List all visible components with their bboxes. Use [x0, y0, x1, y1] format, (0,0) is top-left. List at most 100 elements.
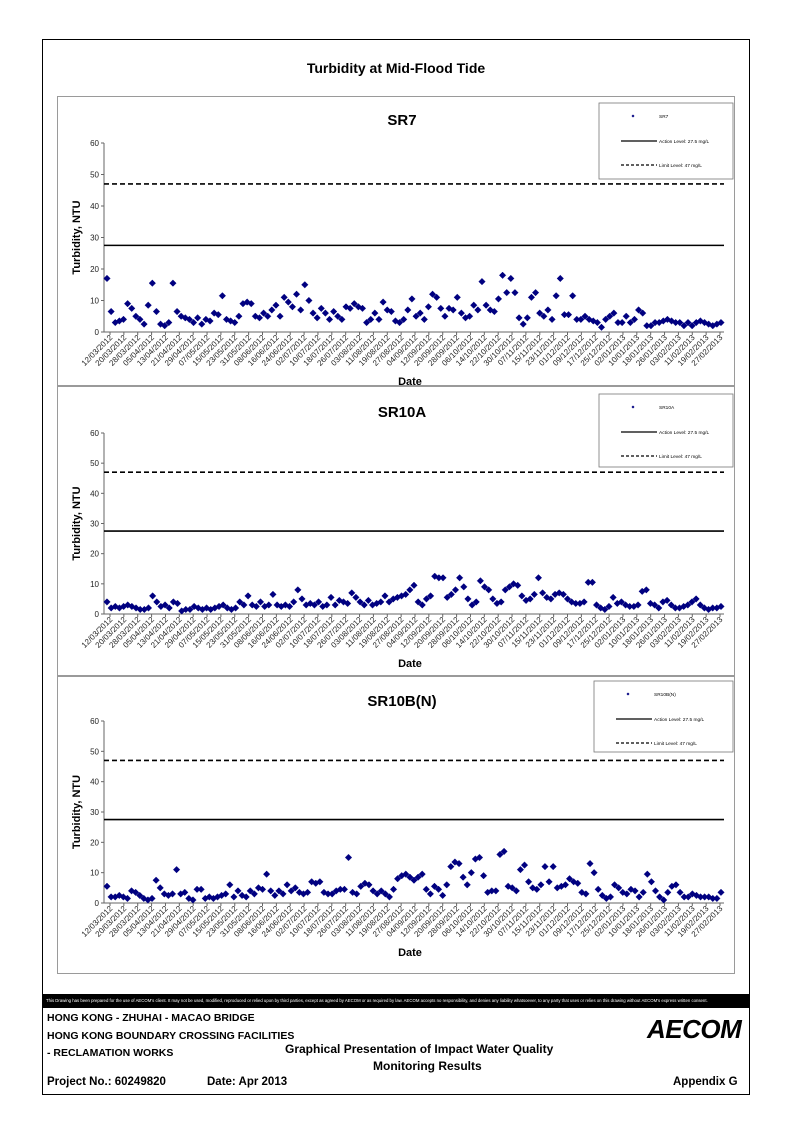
data-point — [594, 885, 602, 893]
data-point — [381, 592, 389, 600]
data-point — [713, 894, 721, 903]
y-tick-label: 0 — [95, 610, 100, 619]
data-point — [568, 598, 576, 606]
data-point — [291, 884, 299, 892]
data-point — [223, 604, 231, 612]
data-point — [276, 312, 284, 320]
project-line-1: HONG KONG - ZHUHAI - MACAO BRIDGE — [47, 1012, 255, 1024]
data-point — [313, 314, 321, 322]
x-axis-label: Date — [398, 658, 422, 670]
data-point — [408, 295, 416, 303]
data-point — [615, 884, 623, 892]
data-point — [264, 312, 272, 320]
data-point — [606, 893, 615, 901]
data-point — [280, 293, 288, 301]
data-point — [547, 595, 555, 603]
data-point — [194, 314, 202, 322]
legend-label: Action Level: 27.5 mg/L — [659, 139, 709, 145]
data-point — [515, 314, 523, 322]
data-point — [508, 884, 516, 892]
chart-title: SR10A — [378, 404, 427, 421]
legend-label: Action Level: 27.5 mg/L — [654, 717, 704, 723]
legend-marker — [626, 692, 630, 696]
data-point — [255, 314, 264, 322]
data-point — [242, 893, 250, 901]
data-point — [618, 318, 626, 327]
data-point — [348, 589, 356, 597]
data-point — [238, 891, 246, 899]
data-point — [247, 300, 255, 308]
data-point — [447, 863, 455, 871]
data-point — [609, 593, 617, 601]
data-point — [371, 309, 379, 317]
chart-panel-sr7: SR7 0 10 20 30 40 50 60 Turbidity, NTU 12/03/2012… — [57, 96, 735, 387]
y-tick-label: 30 — [90, 808, 99, 817]
data-point — [309, 309, 317, 317]
data-point — [507, 274, 515, 283]
data-point — [509, 580, 518, 588]
data-point — [412, 312, 420, 320]
data-point — [570, 878, 578, 886]
data-point — [610, 309, 618, 317]
data-point — [214, 311, 222, 319]
y-axis-label: Turbidity, NTU — [71, 486, 83, 560]
y-tick-label: 50 — [90, 459, 99, 468]
data-point — [402, 590, 410, 598]
data-point — [514, 581, 522, 589]
legend-label: Limit Level: 47 mg/L — [659, 454, 702, 460]
data-point — [320, 888, 328, 896]
data-point — [279, 890, 287, 898]
data-point — [635, 306, 643, 314]
data-point — [580, 598, 588, 606]
chart-panel-sr10a: SR10A 0 10 20 30 40 50 60 Turbidity, NTU 12/03/20… — [57, 386, 735, 676]
data-point — [119, 315, 128, 323]
legend-label: SR7 — [659, 114, 669, 120]
data-point — [656, 893, 664, 901]
data-point — [360, 601, 368, 609]
data-point — [132, 604, 140, 612]
data-point — [496, 850, 504, 859]
data-point — [610, 881, 619, 889]
data-point — [414, 598, 422, 606]
data-point — [168, 890, 177, 898]
data-point — [476, 577, 484, 585]
data-point — [428, 290, 437, 298]
data-point — [688, 322, 696, 330]
data-point — [434, 885, 443, 893]
data-point — [363, 318, 371, 327]
data-point — [410, 581, 418, 589]
data-point — [190, 602, 198, 611]
data-point — [395, 318, 404, 327]
data-point — [466, 312, 474, 320]
data-point — [684, 601, 692, 609]
data-point — [480, 872, 488, 880]
data-point — [173, 307, 181, 316]
data-point — [418, 870, 426, 878]
data-point — [688, 598, 696, 606]
data-point — [402, 870, 410, 878]
data-point — [527, 293, 536, 301]
data-point — [124, 601, 132, 609]
data-point — [358, 304, 367, 312]
data-point — [377, 598, 385, 606]
data-point — [335, 596, 343, 605]
data-point — [321, 309, 329, 317]
data-point — [149, 592, 157, 600]
data-point — [132, 888, 140, 896]
data-point — [284, 298, 292, 306]
data-point — [275, 887, 283, 895]
data-point — [588, 578, 596, 586]
data-point — [544, 306, 552, 314]
data-point — [485, 586, 493, 594]
data-point — [342, 303, 350, 311]
data-point — [655, 604, 663, 612]
chart-title: SR7 — [387, 112, 416, 129]
data-point — [437, 304, 445, 312]
data-point — [684, 893, 692, 901]
data-point — [523, 314, 531, 322]
data-point — [303, 888, 312, 896]
data-point — [586, 859, 594, 868]
data-point — [285, 602, 294, 611]
